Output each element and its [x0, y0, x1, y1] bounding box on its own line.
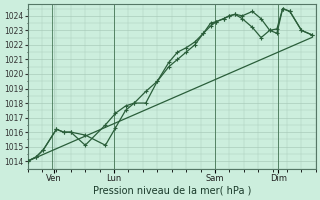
- X-axis label: Pression niveau de la mer( hPa ): Pression niveau de la mer( hPa ): [92, 186, 251, 196]
